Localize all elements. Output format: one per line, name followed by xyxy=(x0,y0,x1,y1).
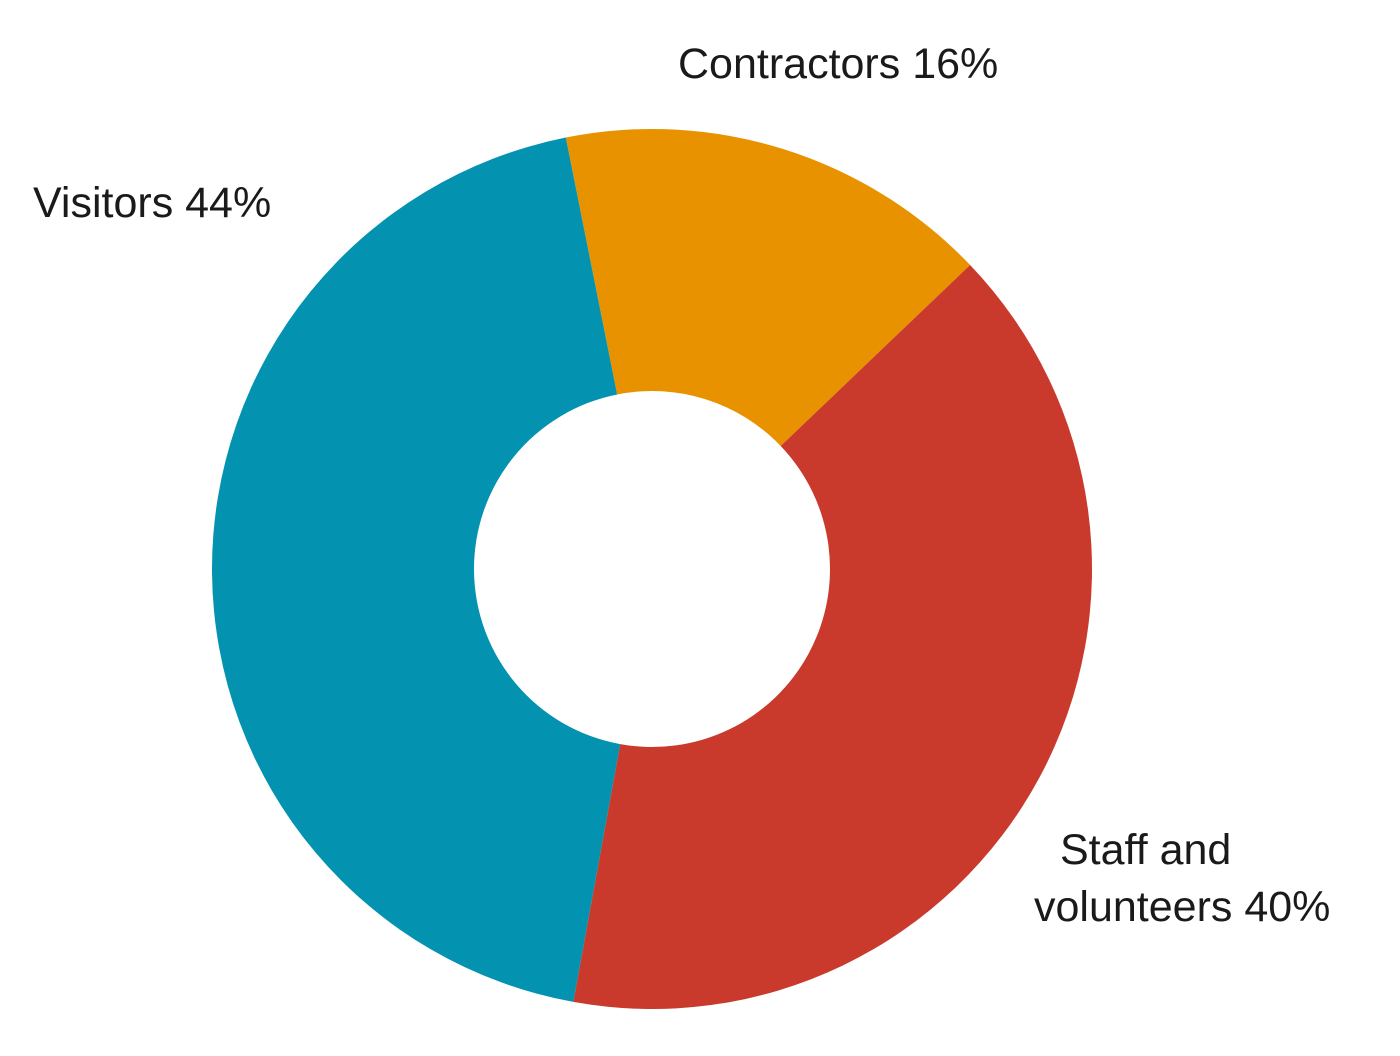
label-visitors: Visitors 44% xyxy=(33,179,271,227)
slice-visitors xyxy=(212,137,621,1002)
label-staff-line2: volunteers 40% xyxy=(1034,883,1330,931)
slice-contractors xyxy=(565,129,971,447)
label-contractors: Contractors 16% xyxy=(678,40,998,88)
label-staff-line1: Staff and xyxy=(1060,826,1231,874)
slice-staff-and-volunteers xyxy=(573,265,1092,1010)
slices-group xyxy=(212,129,1092,1010)
